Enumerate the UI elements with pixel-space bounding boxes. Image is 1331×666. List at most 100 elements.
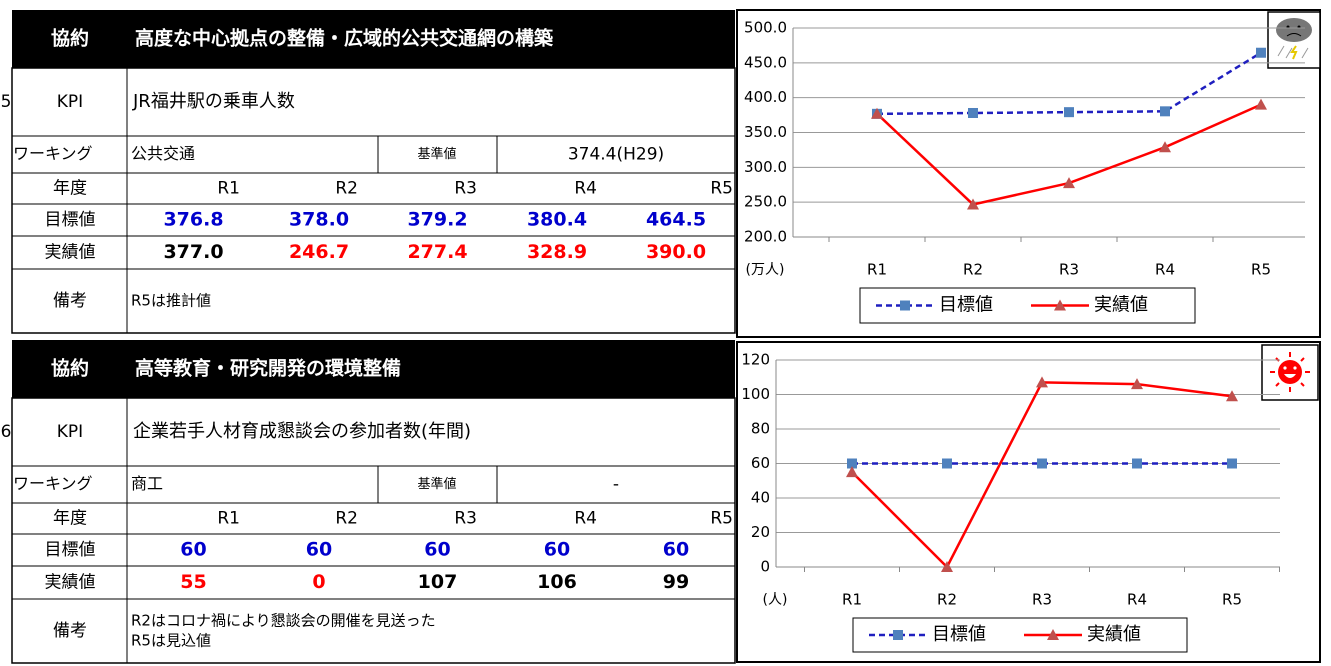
legend-label: 目標値	[939, 295, 993, 316]
working-label: ワーキング	[13, 144, 93, 163]
y-tick-label: 450.0	[744, 53, 787, 71]
kpi-label: KPI	[57, 422, 83, 442]
marker	[941, 561, 953, 572]
actual-value: 390.0	[646, 241, 706, 263]
target-value: 380.4	[527, 209, 587, 231]
target-value: 60	[306, 539, 332, 561]
target-value: 60	[424, 539, 450, 561]
y-tick-label: 80	[751, 420, 770, 438]
marker	[1160, 106, 1170, 117]
row-label: 実績値	[45, 573, 96, 593]
row-label: 実績値	[45, 243, 96, 263]
marker	[1037, 458, 1047, 469]
x-tick-label: R5	[1251, 261, 1271, 279]
target-value: 60	[180, 539, 206, 561]
baseline-label: 基準値	[417, 146, 456, 162]
legend-marker	[1047, 629, 1059, 640]
actual-value: 328.9	[527, 241, 587, 263]
legend-box	[859, 287, 1196, 324]
marker	[846, 466, 858, 478]
y-tick-label: 100	[741, 385, 770, 403]
x-tick-label: R3	[1059, 261, 1079, 279]
marker	[1159, 141, 1171, 153]
x-tick-label: R2	[937, 591, 957, 609]
y-tick-label: 400.0	[744, 88, 787, 106]
legend-label: 目標値	[932, 624, 986, 645]
series-line	[876, 103, 1262, 206]
year-label: R5	[710, 509, 733, 529]
legend-marker	[900, 300, 910, 311]
marker	[847, 458, 857, 469]
target-value: 60	[544, 539, 570, 561]
actual-value: 99	[663, 571, 689, 593]
actual-value: 107	[418, 571, 458, 593]
target-value: 378.0	[289, 209, 349, 231]
y-tick-label: 60	[751, 454, 770, 472]
legend-label: 実績値	[1087, 624, 1141, 645]
year-label: R1	[217, 509, 240, 529]
row-number: 5	[1, 92, 12, 112]
notes-label: 備考	[53, 621, 87, 641]
y-tick-label: 350.0	[744, 123, 787, 141]
legend-marker	[893, 630, 903, 640]
header-bar	[12, 340, 735, 398]
year-label: R1	[217, 179, 240, 199]
actual-value: 55	[180, 571, 206, 593]
notes-text: R2はコロナ禍により懇談会の開催を見送った	[131, 612, 436, 630]
marker	[1131, 378, 1143, 390]
actual-value: 106	[537, 571, 577, 593]
row-label: 目標値	[45, 210, 96, 230]
marker	[1255, 98, 1267, 110]
header-title: 高度な中心拠点の整備・広域的公共交通網の構築	[135, 27, 554, 50]
cloud-icon	[1267, 11, 1321, 69]
table-border	[11, 397, 736, 664]
y-tick-label: 250.0	[744, 193, 787, 211]
y-tick-label: 500.0	[744, 19, 787, 37]
header-label: 協約	[51, 357, 89, 380]
y-tick-label: 300.0	[744, 158, 787, 176]
unit-label: (人)	[763, 592, 788, 608]
working-text: 公共交通	[131, 144, 195, 163]
x-tick-label: R2	[963, 261, 983, 279]
row-number: 6	[1, 422, 12, 442]
x-tick-label: R4	[1127, 591, 1147, 609]
target-value: 60	[663, 539, 689, 561]
marker	[967, 198, 979, 210]
target-value: 379.2	[407, 209, 467, 231]
y-tick-label: 40	[751, 489, 770, 507]
notes-label: 備考	[53, 291, 87, 311]
header-title: 高等教育・研究開発の環境整備	[135, 357, 401, 380]
row-label: 目標値	[45, 540, 96, 560]
year-label: R4	[574, 509, 597, 529]
working-text: 商工	[131, 474, 163, 493]
year-label: R2	[335, 179, 358, 199]
kpi-text: JR福井駅の乗車人数	[132, 91, 295, 112]
kpi-label: KPI	[57, 92, 83, 112]
x-tick-label: R1	[842, 591, 862, 609]
x-tick-label: R1	[867, 261, 887, 279]
baseline-label: 基準値	[417, 476, 456, 492]
actual-value: 246.7	[289, 241, 349, 263]
marker	[1063, 177, 1075, 189]
row-label: 年度	[53, 179, 87, 199]
header-label: 協約	[51, 27, 89, 50]
year-label: R4	[574, 179, 597, 199]
chart-frame	[736, 9, 1321, 338]
year-label: R3	[454, 509, 477, 529]
chart-frame	[736, 341, 1321, 663]
legend-box	[852, 617, 1188, 653]
x-tick-label: R3	[1032, 591, 1052, 609]
actual-value: 0	[312, 571, 325, 593]
sun-icon	[1261, 344, 1319, 401]
marker	[1132, 458, 1142, 469]
y-tick-label: 0	[760, 558, 770, 576]
marker	[1227, 458, 1237, 469]
kpi-text: 企業若手人材育成懇談会の参加者数(年間)	[133, 421, 471, 442]
year-label: R2	[335, 509, 358, 529]
baseline-value: 374.4(H29)	[568, 145, 664, 165]
marker	[942, 458, 952, 469]
unit-label: (万人)	[746, 262, 785, 278]
year-label: R3	[454, 179, 477, 199]
series-line	[876, 51, 1262, 116]
